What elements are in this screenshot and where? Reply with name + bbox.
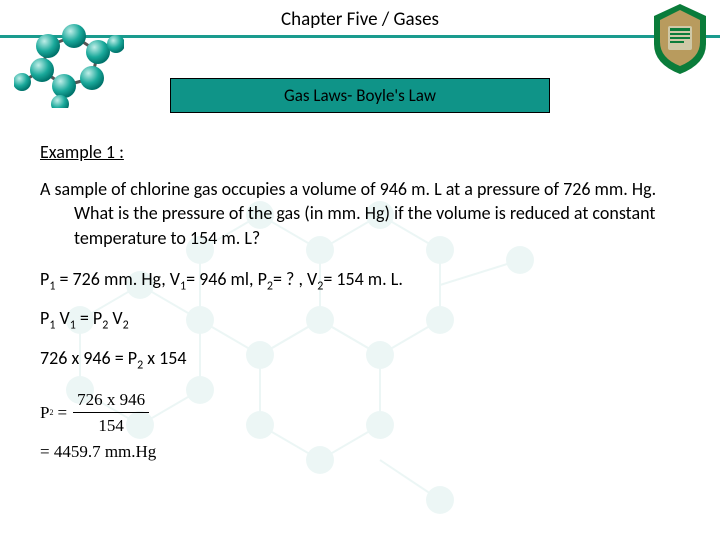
problem-statement: A sample of chlorine gas occupies a volu… xyxy=(40,177,680,250)
fraction-denominator: 154 xyxy=(73,413,149,439)
eq-equals: = xyxy=(57,400,67,426)
fraction: 726 x 946 154 xyxy=(73,387,149,439)
eq-lhs: P xyxy=(40,400,49,426)
given-values: P1 = 726 mm. Hg, V1= 946 ml, P2= ? , V2=… xyxy=(40,268,680,294)
fraction-numerator: 726 x 946 xyxy=(73,387,149,414)
example-label: Example 1 : xyxy=(40,141,680,163)
crest-logo xyxy=(648,2,712,76)
result-line: = 4459.7 mm.Hg xyxy=(40,439,680,465)
section-title-box: Gas Laws- Boyle's Law xyxy=(170,78,550,113)
problem-text: A sample of chlorine gas occupies a volu… xyxy=(40,177,680,250)
slide-content: Example 1 : A sample of chlorine gas occ… xyxy=(0,113,720,464)
molecule-graphic xyxy=(14,18,124,108)
eq-lhs-sub: 2 xyxy=(49,407,53,419)
equation-block: P2 = 726 x 946 154 = 4459.7 mm.Hg xyxy=(40,387,680,465)
formula-line: P1 V1 = P2 V2 xyxy=(40,307,680,333)
substitution-line: 726 x 946 = P2 x 154 xyxy=(40,347,680,373)
